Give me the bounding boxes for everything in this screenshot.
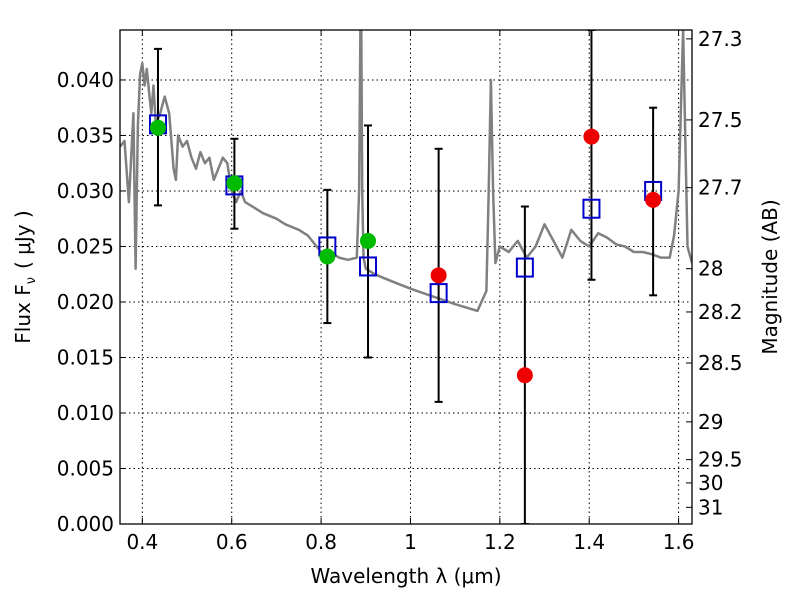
model-flux-square — [582, 198, 601, 219]
detection-point — [360, 232, 377, 249]
x-axis-ticks: 0.4 0.6 0.8 1 1.2 1.4 1.6 — [126, 30, 695, 554]
y-axis-title: Flux Fν ( μJy ) — [11, 210, 39, 343]
red-point — [645, 191, 662, 208]
detection-point — [226, 175, 243, 192]
x-tick-label: 0.4 — [126, 530, 158, 554]
right-tick-label: 28.5 — [698, 351, 743, 375]
y-tick-label: 0.010 — [57, 401, 114, 425]
x-tick-label: 0.8 — [305, 530, 337, 554]
plot-frame — [119, 29, 693, 525]
right-tick-label: 28 — [698, 257, 723, 281]
red-point — [516, 367, 533, 384]
right-axis-title: Magnitude (AB) — [758, 199, 782, 354]
model-flux-square — [359, 256, 378, 277]
spectrum-line — [120, 30, 692, 313]
model-flux-square — [515, 257, 534, 278]
x-tick-label: 1.4 — [573, 530, 605, 554]
x-tick-label: 1 — [404, 530, 417, 554]
detection-point — [149, 119, 166, 136]
red-point — [583, 128, 600, 145]
plot-background — [120, 30, 692, 524]
right-tick-label: 27.5 — [698, 108, 743, 132]
observed-photometry-points — [149, 119, 662, 384]
y-tick-label: 0.020 — [57, 290, 114, 314]
y-axis-title-subscript: ν — [24, 277, 39, 284]
red-point — [430, 267, 447, 284]
right-tick-label: 29.5 — [698, 448, 743, 472]
y-tick-label: 0.040 — [57, 68, 114, 92]
detection-point — [319, 248, 336, 265]
x-tick-label: 1.2 — [484, 530, 516, 554]
y-axis-ticks: 0.000 0.005 0.010 0.015 0.020 0.025 0.030 0.035… — [57, 68, 126, 536]
y-axis-title-unit: ( μJy ) — [11, 210, 35, 269]
model-flux-square — [429, 283, 448, 304]
x-tick-label: 1.6 — [663, 530, 695, 554]
right-tick-label: 29 — [698, 410, 723, 434]
right-tick-label: 27.3 — [698, 27, 743, 51]
y-tick-label: 0.015 — [57, 345, 114, 369]
y-tick-label: 0.035 — [57, 123, 114, 147]
y-tick-label: 0.025 — [57, 234, 114, 258]
right-tick-label: 30 — [698, 471, 723, 495]
x-axis-title: Wavelength λ (μm) — [310, 564, 501, 588]
right-tick-label: 28.2 — [698, 300, 743, 324]
right-tick-label: 27.7 — [698, 176, 743, 200]
y-tick-label: 0.000 — [57, 512, 114, 536]
right-tick-label: 31 — [698, 495, 723, 519]
y-axis-title-main: Flux F — [11, 284, 35, 343]
y-tick-label: 0.030 — [57, 179, 114, 203]
x-tick-label: 0.6 — [216, 530, 248, 554]
y-tick-label: 0.005 — [57, 456, 114, 480]
model-spectrum — [120, 30, 692, 313]
